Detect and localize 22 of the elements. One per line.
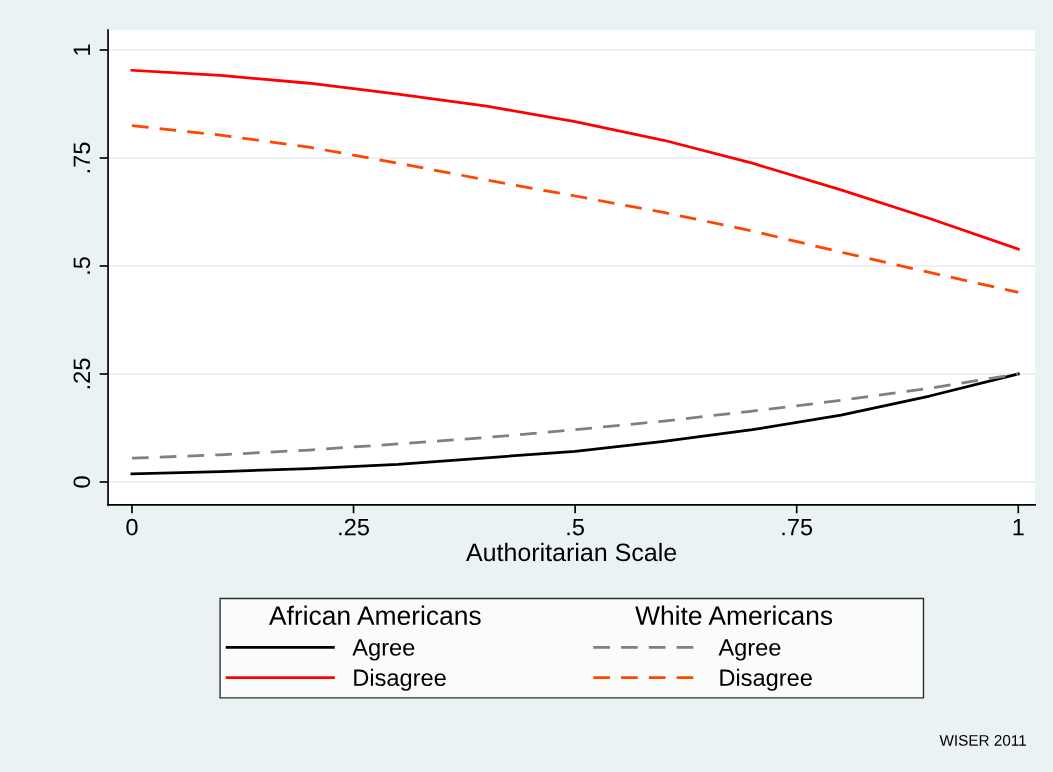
x-tick-label: .75 xyxy=(782,518,813,536)
legend-label: Disagree xyxy=(354,668,446,691)
line-series xyxy=(130,372,1020,476)
legend-label: Disagree xyxy=(720,668,812,691)
y-tick-label: 1 xyxy=(73,44,90,55)
line-series xyxy=(130,68,1020,251)
y-tick-label: .25 xyxy=(73,358,91,389)
text: African Americans xyxy=(269,605,481,625)
x-tick-label: 1 xyxy=(1013,518,1024,536)
x-tick-label: .5 xyxy=(567,518,584,536)
line-series xyxy=(130,372,1020,460)
x-axis-title: Authoritarian Scale xyxy=(466,542,677,562)
x-tick-label: 0 xyxy=(126,518,138,536)
text: WISER 2011 xyxy=(939,735,1026,746)
y-tick-label: 0 xyxy=(73,476,91,488)
legend-label: Agree xyxy=(718,639,781,661)
y-tick-label: .75 xyxy=(73,142,91,173)
x-tick-label: .25 xyxy=(339,518,369,536)
text: White Americans xyxy=(635,605,833,625)
line-series xyxy=(130,124,1020,294)
y-tick-label: .5 xyxy=(73,257,91,274)
legend-label: Agree xyxy=(352,639,415,661)
